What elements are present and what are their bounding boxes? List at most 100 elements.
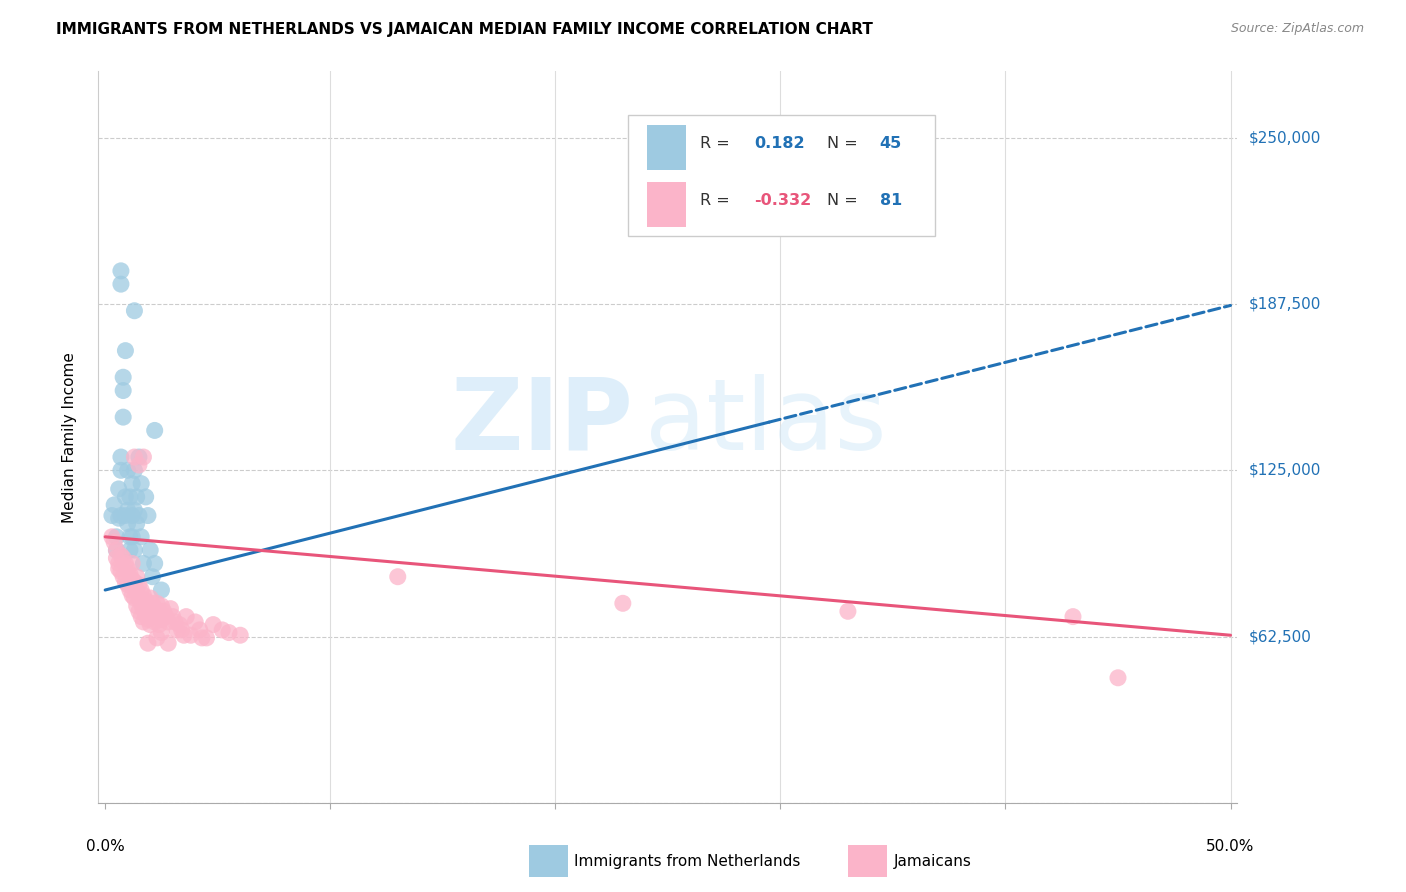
Point — [132, 601, 155, 615]
Point — [162, 609, 184, 624]
Point — [124, 543, 146, 558]
Text: R =: R = — [700, 193, 734, 208]
Text: N =: N = — [827, 136, 863, 151]
Point — [105, 551, 128, 566]
Point — [128, 577, 150, 591]
Point — [117, 463, 139, 477]
Point — [110, 463, 132, 477]
Point — [148, 604, 170, 618]
FancyBboxPatch shape — [647, 182, 686, 227]
Point — [121, 508, 143, 523]
Point — [101, 508, 124, 523]
Text: $250,000: $250,000 — [1249, 130, 1320, 145]
Text: 45: 45 — [880, 136, 901, 151]
Text: Immigrants from Netherlands: Immigrants from Netherlands — [575, 854, 801, 869]
Point — [105, 530, 128, 544]
Point — [132, 557, 155, 571]
Text: R =: R = — [700, 136, 734, 151]
Point — [107, 557, 129, 571]
Point — [117, 562, 139, 576]
Point — [124, 591, 146, 605]
Point — [114, 575, 136, 590]
Point — [747, 170, 769, 185]
Point — [129, 530, 152, 544]
Point — [180, 628, 202, 642]
Point — [121, 588, 143, 602]
Point — [143, 615, 166, 629]
Point — [146, 609, 169, 624]
Point — [141, 596, 163, 610]
Point — [103, 535, 125, 549]
Point — [118, 490, 141, 504]
Point — [163, 615, 186, 629]
Point — [128, 450, 150, 464]
Point — [157, 636, 180, 650]
Text: N =: N = — [827, 193, 863, 208]
Point — [112, 384, 135, 398]
Point — [125, 570, 148, 584]
Text: $187,500: $187,500 — [1249, 297, 1320, 311]
Point — [114, 490, 136, 504]
Point — [101, 530, 124, 544]
Point — [110, 450, 132, 464]
FancyBboxPatch shape — [848, 846, 887, 878]
Point — [387, 570, 409, 584]
Point — [218, 625, 240, 640]
Point — [124, 303, 146, 318]
Point — [139, 617, 162, 632]
Point — [195, 631, 218, 645]
Point — [136, 636, 159, 650]
Point — [128, 591, 150, 605]
Point — [124, 575, 146, 590]
Point — [110, 264, 132, 278]
Point — [135, 607, 157, 621]
Point — [121, 476, 143, 491]
Point — [1062, 609, 1084, 624]
Point — [128, 458, 150, 472]
Point — [141, 570, 163, 584]
FancyBboxPatch shape — [647, 125, 686, 170]
Point — [132, 588, 155, 602]
Point — [105, 543, 128, 558]
Point — [135, 490, 157, 504]
Point — [125, 582, 148, 597]
FancyBboxPatch shape — [628, 115, 935, 235]
Point — [118, 543, 141, 558]
Point — [229, 628, 252, 642]
Text: Jamaicans: Jamaicans — [893, 854, 972, 869]
Point — [129, 476, 152, 491]
Text: $125,000: $125,000 — [1249, 463, 1320, 478]
Text: 81: 81 — [880, 193, 901, 208]
Point — [139, 604, 162, 618]
Point — [121, 530, 143, 544]
Point — [112, 410, 135, 425]
Point — [110, 565, 132, 579]
Point — [112, 370, 135, 384]
Point — [112, 551, 135, 566]
Text: 0.0%: 0.0% — [86, 839, 125, 855]
Point — [141, 609, 163, 624]
Point — [174, 609, 197, 624]
Point — [110, 508, 132, 523]
Point — [202, 617, 225, 632]
Point — [107, 511, 129, 525]
Text: ZIP: ZIP — [451, 374, 634, 471]
Point — [124, 463, 146, 477]
Point — [170, 623, 193, 637]
Point — [157, 615, 180, 629]
Point — [125, 490, 148, 504]
Point — [184, 615, 207, 629]
Point — [173, 628, 195, 642]
Point — [837, 604, 859, 618]
Point — [166, 623, 188, 637]
Point — [129, 582, 152, 597]
Point — [124, 450, 146, 464]
Point — [118, 582, 141, 597]
Point — [136, 508, 159, 523]
Point — [132, 615, 155, 629]
Point — [191, 631, 214, 645]
Point — [150, 582, 173, 597]
Point — [107, 562, 129, 576]
Point — [114, 343, 136, 358]
Point — [118, 530, 141, 544]
